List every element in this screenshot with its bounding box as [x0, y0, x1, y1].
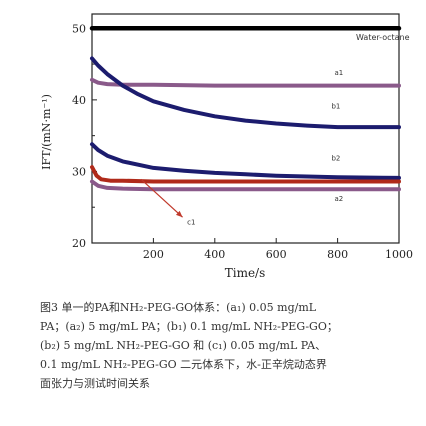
- figure-caption: 图3 单一的PA和NH₂-PEG-GO体系：(a₁) 0.05 mg/mL PA…: [40, 298, 418, 393]
- caption-line: (b₂) 5 mg/mL NH₂-PEG-GO 和 (c₁) 0.05 mg/m…: [40, 339, 327, 352]
- series-line-b2: [90, 142, 401, 180]
- y-tick-label: 30: [72, 165, 86, 178]
- series-line-a1: [90, 77, 401, 88]
- annotation-arrow-head: [175, 210, 183, 218]
- series-line-b1: [90, 56, 401, 130]
- series-group: [89, 26, 402, 192]
- y-tick-label: 50: [72, 22, 86, 35]
- caption-line: 0.1 mg/mL NH₂-PEG-GO 二元体系下，水-正辛烷动态界: [40, 358, 327, 371]
- x-axis-label: Time/s: [225, 266, 266, 280]
- annotation-arrow-line: [140, 178, 183, 218]
- caption-line: PA；(a₂) 5 mg/mL PA；(b₁) 0.1 mg/mL NH₂-PE…: [40, 320, 338, 333]
- x-tick-label: 600: [266, 248, 287, 261]
- caption-line: 图3 单一的PA和NH₂-PEG-GO体系：(a₁) 0.05 mg/mL: [40, 301, 317, 314]
- y-axis-label: IFT/(mN·m⁻¹): [40, 94, 53, 170]
- caption-line: 面张力与测试时间关系: [40, 377, 150, 390]
- x-tick-label: 1000: [385, 248, 413, 261]
- series-line-c1: [90, 165, 401, 184]
- annotation-b2: b2: [331, 155, 340, 163]
- x-tick-label: 400: [204, 248, 225, 261]
- annotation-a1: a1: [335, 69, 344, 77]
- y-tick-label: 20: [72, 237, 86, 250]
- x-tick-label: 200: [143, 248, 164, 261]
- ift-chart: 200 400 600 800 1000 20 30 40 50 Water-octane a1 b…: [40, 13, 413, 280]
- x-tick-label: 800: [327, 248, 348, 261]
- annotation-water-octane: Water-octane: [356, 33, 410, 42]
- y-tick-label: 40: [72, 94, 86, 107]
- axes: 200 400 600 800 1000 20 30 40 50: [72, 22, 413, 261]
- annotation-c1: c1: [187, 218, 195, 226]
- series-line-a2: [90, 179, 401, 192]
- annotation-a2: a2: [335, 195, 344, 203]
- annotations: Water-octane a1 b1 b2 a2 c1: [140, 33, 410, 226]
- annotation-b1: b1: [331, 102, 340, 110]
